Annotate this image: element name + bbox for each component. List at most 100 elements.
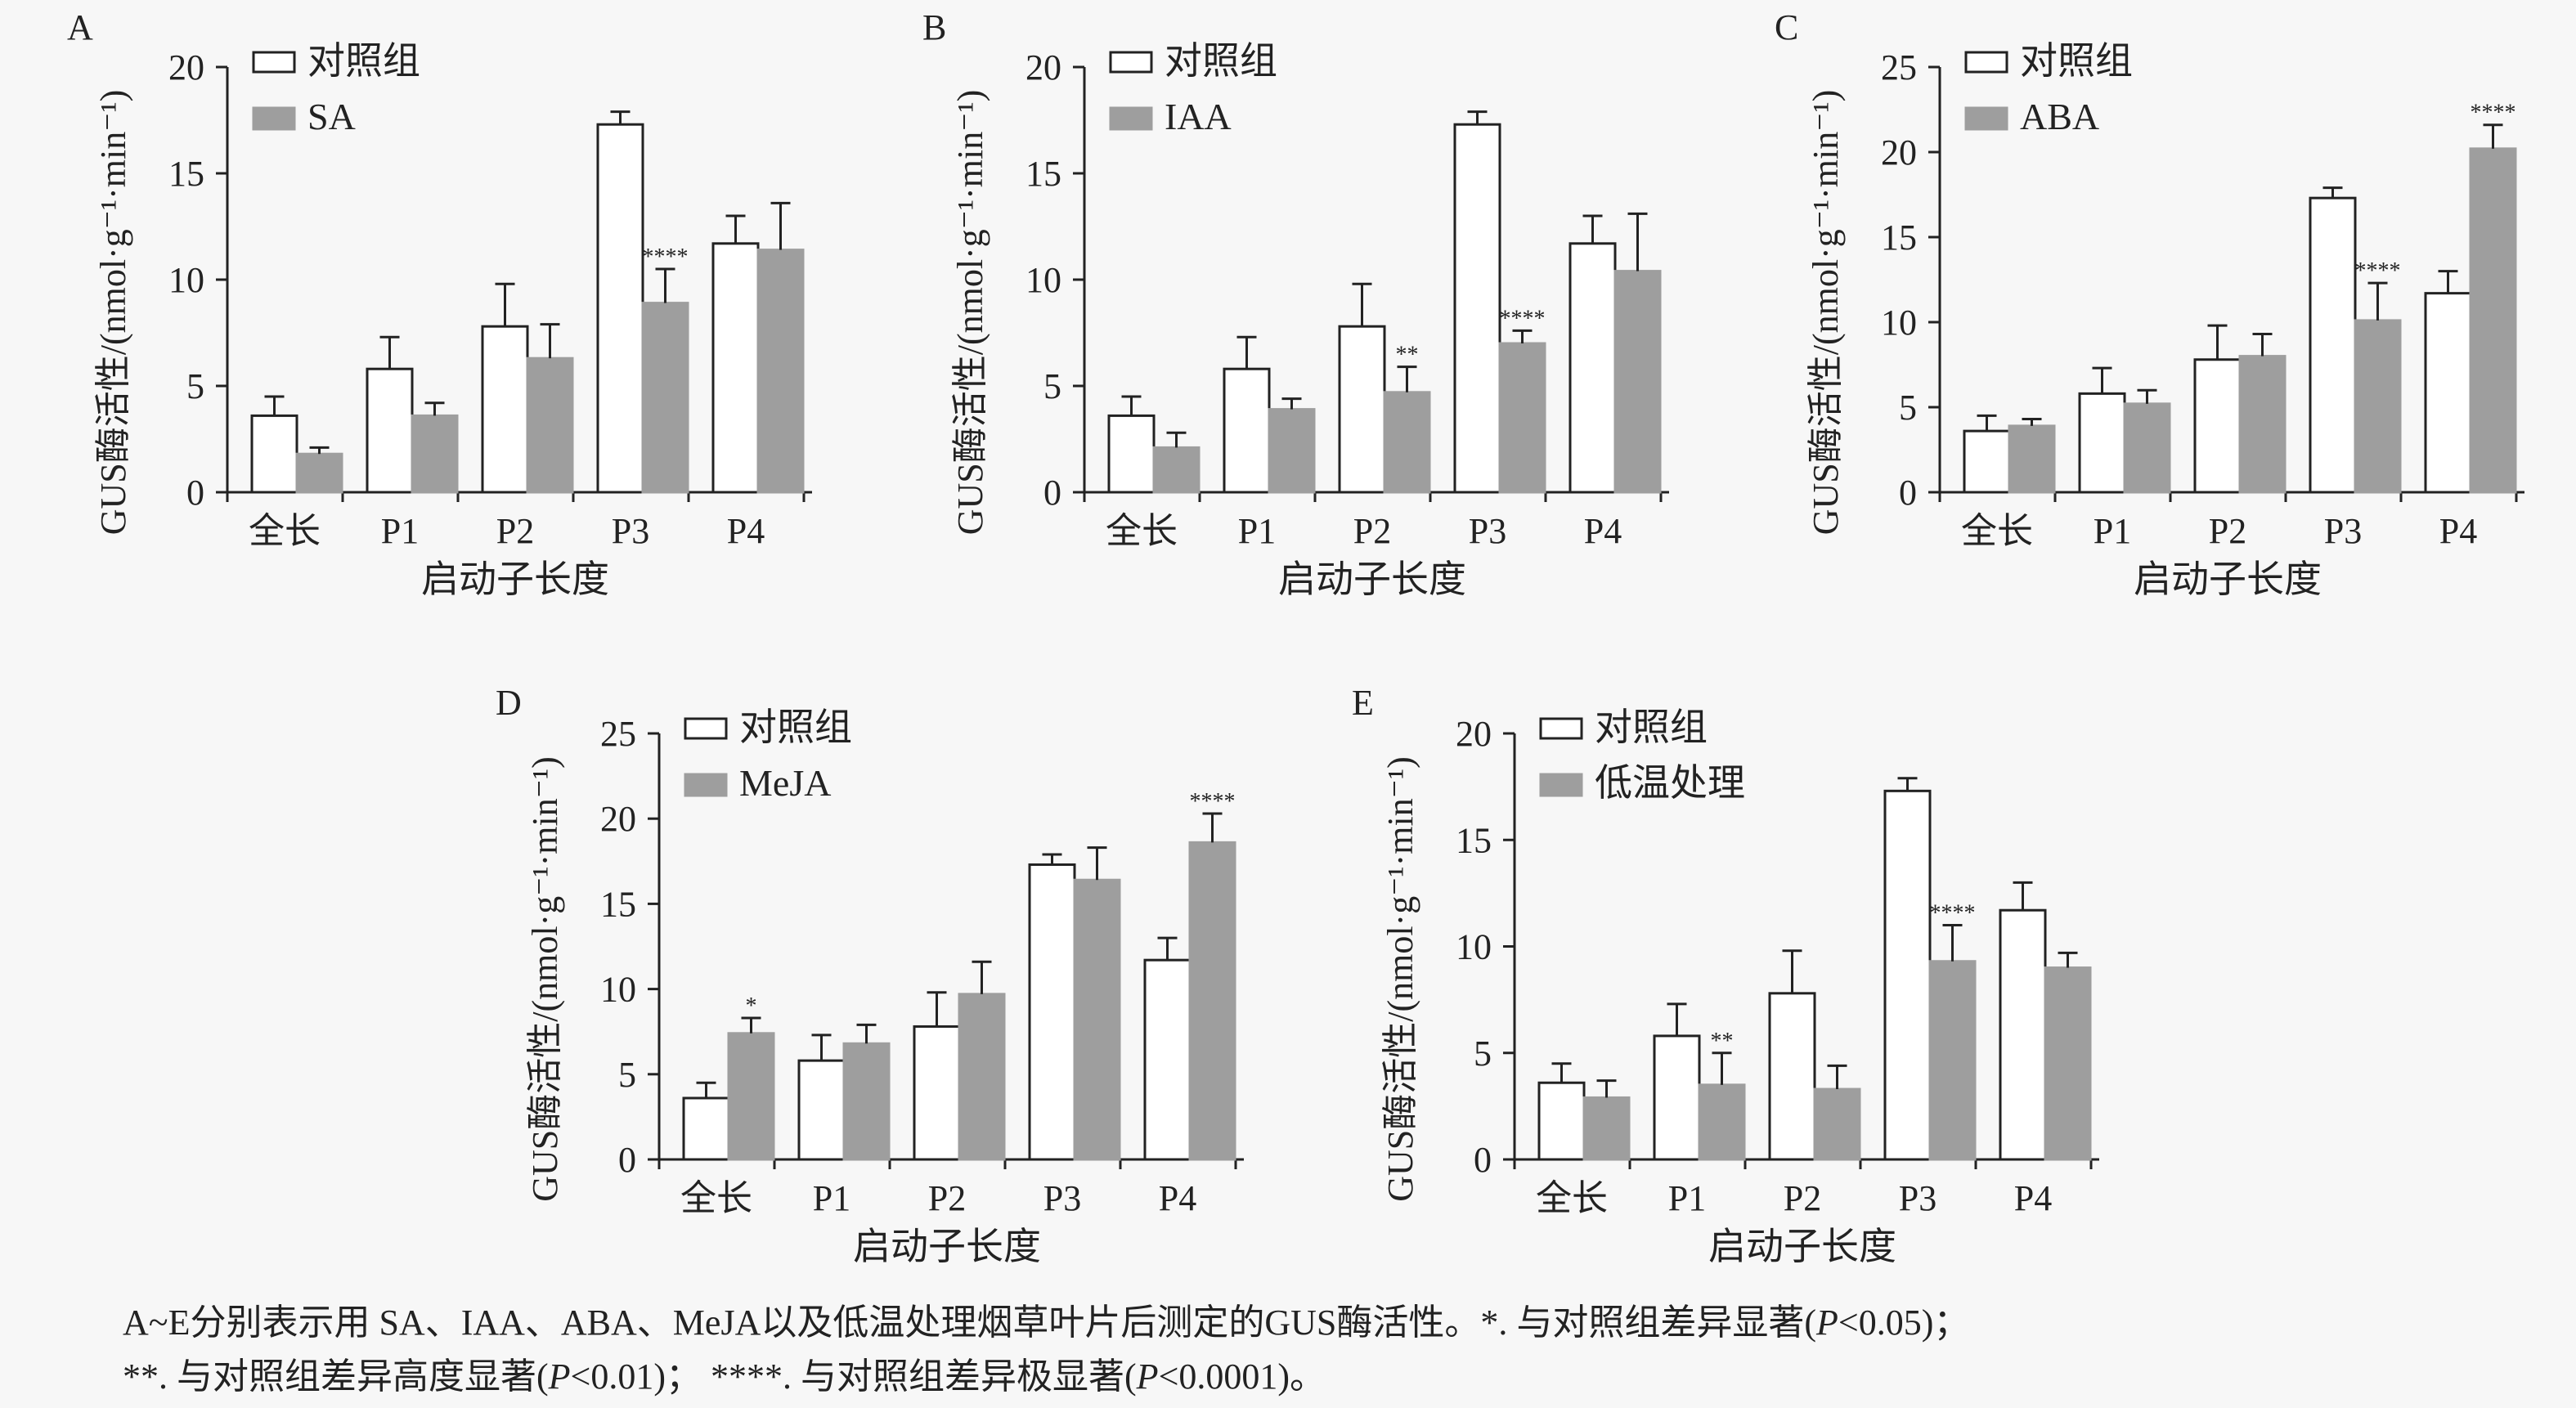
panel-label: E — [1352, 683, 1374, 723]
y-tick-label: 0 — [186, 473, 204, 513]
y-tick-label: 10 — [1025, 260, 1061, 300]
bar-control — [1768, 992, 1816, 1161]
y-tick-label: 25 — [1881, 47, 1917, 87]
bar-treatment — [1698, 1083, 1746, 1161]
x-tick-label: P4 — [1584, 511, 1622, 551]
x-tick-label: P4 — [727, 511, 765, 551]
legend-label-treatment: IAA — [1165, 96, 1232, 137]
y-tick-label: 20 — [600, 799, 636, 839]
caption-text-1b: <0.05)； — [1838, 1303, 1970, 1343]
x-tick-label: P4 — [2439, 511, 2477, 551]
y-axis-title: GUS酶活性/(nmol·g⁻¹·min⁻¹) — [525, 756, 565, 1202]
y-tick-label: 5 — [1043, 366, 1061, 406]
y-tick-label: 15 — [1025, 154, 1061, 194]
legend-label-treatment: SA — [307, 96, 356, 137]
x-tick-label: P1 — [2094, 511, 2131, 551]
bar-treatment — [295, 452, 343, 494]
bar-control — [1028, 863, 1076, 1161]
bar-control — [250, 414, 298, 494]
x-axis-title: 启动子长度 — [1708, 1226, 1896, 1267]
significance-mark: * — [746, 993, 757, 1019]
legend-label-treatment: 低温处理 — [1595, 762, 1745, 804]
x-tick-label: P1 — [1238, 511, 1276, 551]
bar-control — [797, 1059, 846, 1161]
y-tick-label: 15 — [1881, 217, 1917, 258]
caption-line-2: **. 与对照组差异高度显著(P<0.01)； ****. 与对照组差异极显著(… — [123, 1350, 2535, 1404]
x-tick-label: 全长 — [1536, 1178, 1608, 1218]
legend-label-control: 对照组 — [307, 40, 420, 82]
bar-treatment — [2044, 966, 2092, 1161]
legend-swatch-treatment — [252, 106, 296, 131]
y-axis-title: GUS酶活性/(nmol·g⁻¹·min⁻¹) — [1380, 756, 1420, 1202]
bar-treatment — [526, 356, 574, 494]
x-tick-label: P1 — [813, 1178, 850, 1218]
legend-swatch-control — [1109, 51, 1153, 74]
bar-treatment — [958, 993, 1006, 1161]
x-tick-label: P3 — [612, 511, 649, 551]
bar-control — [1999, 908, 2047, 1161]
bar-treatment — [2008, 424, 2056, 494]
y-tick-label: 0 — [618, 1140, 636, 1180]
chart-panel-a: A GUS酶活性/(nmol·g⁻¹·min⁻¹) 0 5 10 15 20 全长 P1 P2 P3… — [67, 7, 812, 600]
caption-text-2b: <0.01)； ****. 与对照组差异极显著( — [570, 1356, 1137, 1397]
bar-treatment — [1582, 1096, 1631, 1161]
significance-mark: **** — [2355, 258, 2401, 284]
bar-control — [2309, 196, 2357, 494]
legend-swatch-control — [1539, 717, 1583, 740]
legend-label-control: 对照组 — [1595, 706, 1708, 748]
y-tick-label: 0 — [1043, 473, 1061, 513]
bar-treatment — [1498, 342, 1546, 494]
significance-mark: ** — [1396, 343, 1419, 368]
bar-control — [2424, 292, 2472, 494]
caption-p-1: P — [1816, 1303, 1838, 1343]
x-tick-label: P2 — [1353, 511, 1391, 551]
y-axis-title: GUS酶活性/(nmol·g⁻¹·min⁻¹) — [1806, 90, 1846, 536]
y-tick-label: 15 — [168, 154, 204, 194]
bar-treatment — [411, 414, 459, 494]
y-tick-label: 10 — [600, 970, 636, 1010]
y-tick-label: 0 — [1899, 473, 1917, 513]
bar-control — [1883, 789, 1932, 1161]
bar-control — [481, 325, 529, 494]
caption-p-2: P — [548, 1356, 571, 1397]
legend-swatch-treatment — [1539, 773, 1583, 797]
bar-control — [1338, 325, 1386, 494]
chart-panel-b: B GUS酶活性/(nmol·g⁻¹·min⁻¹) 0 5 10 15 20 全长 P1 P2 P3… — [922, 7, 1669, 600]
bar-treatment — [1188, 841, 1236, 1161]
figure-caption: A~E分别表示用 SA、IAA、ABA、MeJA以及低温处理烟草叶片后测定的GU… — [123, 1296, 2535, 1404]
legend-label-control: 对照组 — [1165, 40, 1277, 82]
bar-control — [1653, 1034, 1701, 1161]
bar-treatment — [1383, 391, 1431, 494]
y-tick-label: 5 — [1899, 388, 1917, 428]
x-axis-title: 启动子长度 — [1278, 558, 1466, 600]
x-tick-label: P2 — [928, 1178, 966, 1218]
significance-mark: **** — [643, 244, 689, 270]
bar-treatment — [2238, 355, 2287, 494]
bar-control — [1568, 242, 1617, 494]
bar-control — [711, 242, 760, 494]
y-tick-label: 10 — [1456, 927, 1492, 967]
bar-treatment — [756, 249, 805, 494]
y-tick-label: 20 — [1025, 47, 1061, 87]
panel-label: A — [67, 7, 93, 47]
x-tick-label: P1 — [381, 511, 419, 551]
legend-label-control: 对照组 — [2020, 40, 2133, 82]
x-tick-label: 全长 — [1961, 511, 2033, 551]
x-axis-title: 启动子长度 — [2134, 558, 2322, 600]
bar-treatment — [1268, 408, 1316, 494]
significance-mark: **** — [1190, 789, 1236, 814]
significance-mark: **** — [2471, 101, 2516, 126]
x-tick-label: P4 — [1159, 1178, 1196, 1218]
legend-swatch-treatment — [684, 773, 728, 797]
caption-text-2c: <0.0001)。 — [1158, 1356, 1326, 1397]
x-tick-label: P3 — [1043, 1178, 1081, 1218]
y-tick-label: 5 — [618, 1055, 636, 1095]
bar-treatment — [727, 1032, 775, 1161]
x-tick-label: 全长 — [1106, 511, 1178, 551]
bar-control — [1223, 367, 1271, 494]
bar-treatment — [2354, 319, 2402, 494]
x-tick-label: P2 — [2209, 511, 2246, 551]
y-axis-title: GUS酶活性/(nmol·g⁻¹·min⁻¹) — [93, 90, 133, 536]
